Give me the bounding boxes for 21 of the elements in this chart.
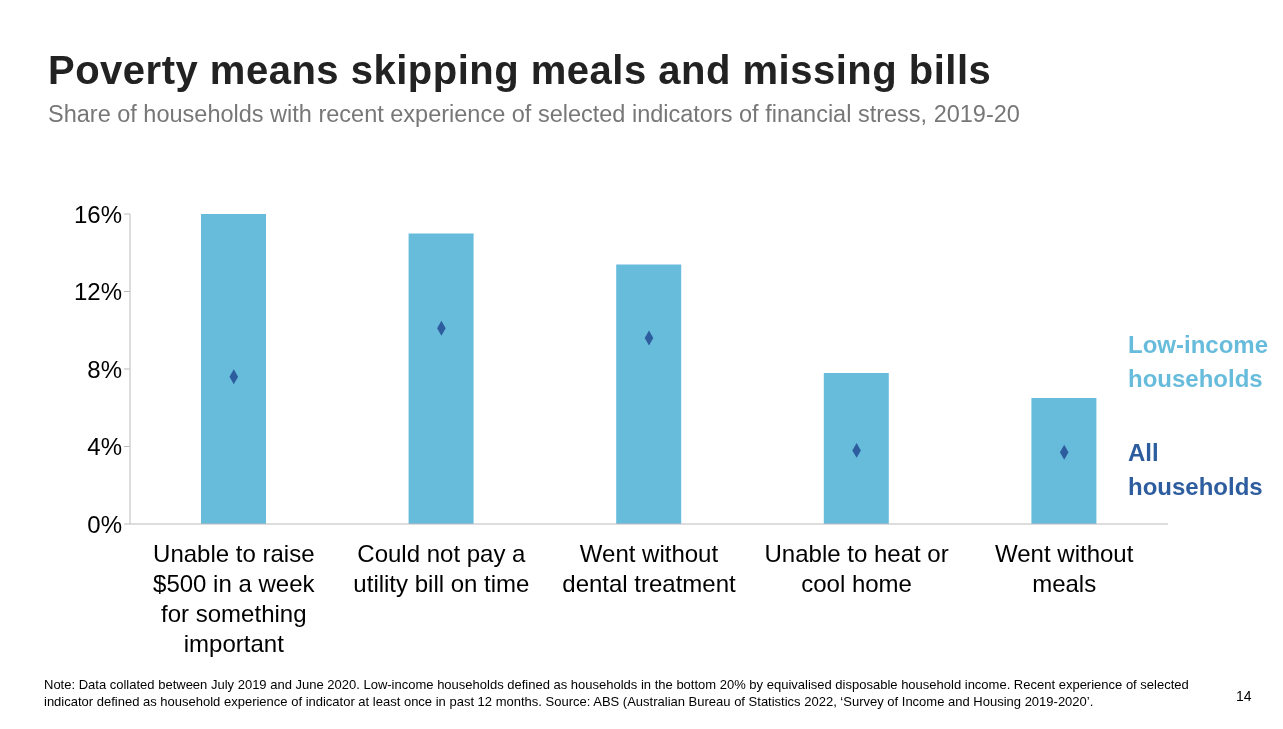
y-tick-label: 8% [87,355,122,383]
x-tick-label: Went without meals [995,540,1134,597]
y-tick-label: 0% [87,510,122,538]
text: Note: Data collated between July 2019 and June 2020. Low-income households defined as households in the bottom 20% by equivalised disposable household income. Recent experience of selected indicator defined as household experience of indicator at least once in past 12 months. Source: ABS (Australian Bureau of Statistics 2022, ‘Survey of Income and Housing 2019-2020’. [44,676,1190,710]
y-tick-label: 4% [87,433,122,461]
y-tick-label: 12% [73,278,122,306]
bar [616,264,682,524]
text: All households [1128,438,1264,502]
bar [201,214,266,524]
y-tick-label: 16% [73,200,122,228]
x-tick-label: Went without dental treatment [562,540,737,597]
text: 14 [1236,688,1252,704]
chart-title: Poverty means skipping meals and missing bills [48,48,992,93]
series-label: Low-income households [1128,330,1269,394]
x-tick-label: Unable to raise $500 in a week for something important [153,540,316,657]
x-tick-label: Unable to heat or cool home [764,540,949,597]
chart-subtitle: Share of households with recent experience of selected indicators of financial stress, 2019-20 [48,101,1020,128]
bar [408,233,474,524]
bar [823,372,889,524]
bar [1031,398,1097,524]
x-tick-label: Could not pay a utility bill on time [353,540,530,597]
